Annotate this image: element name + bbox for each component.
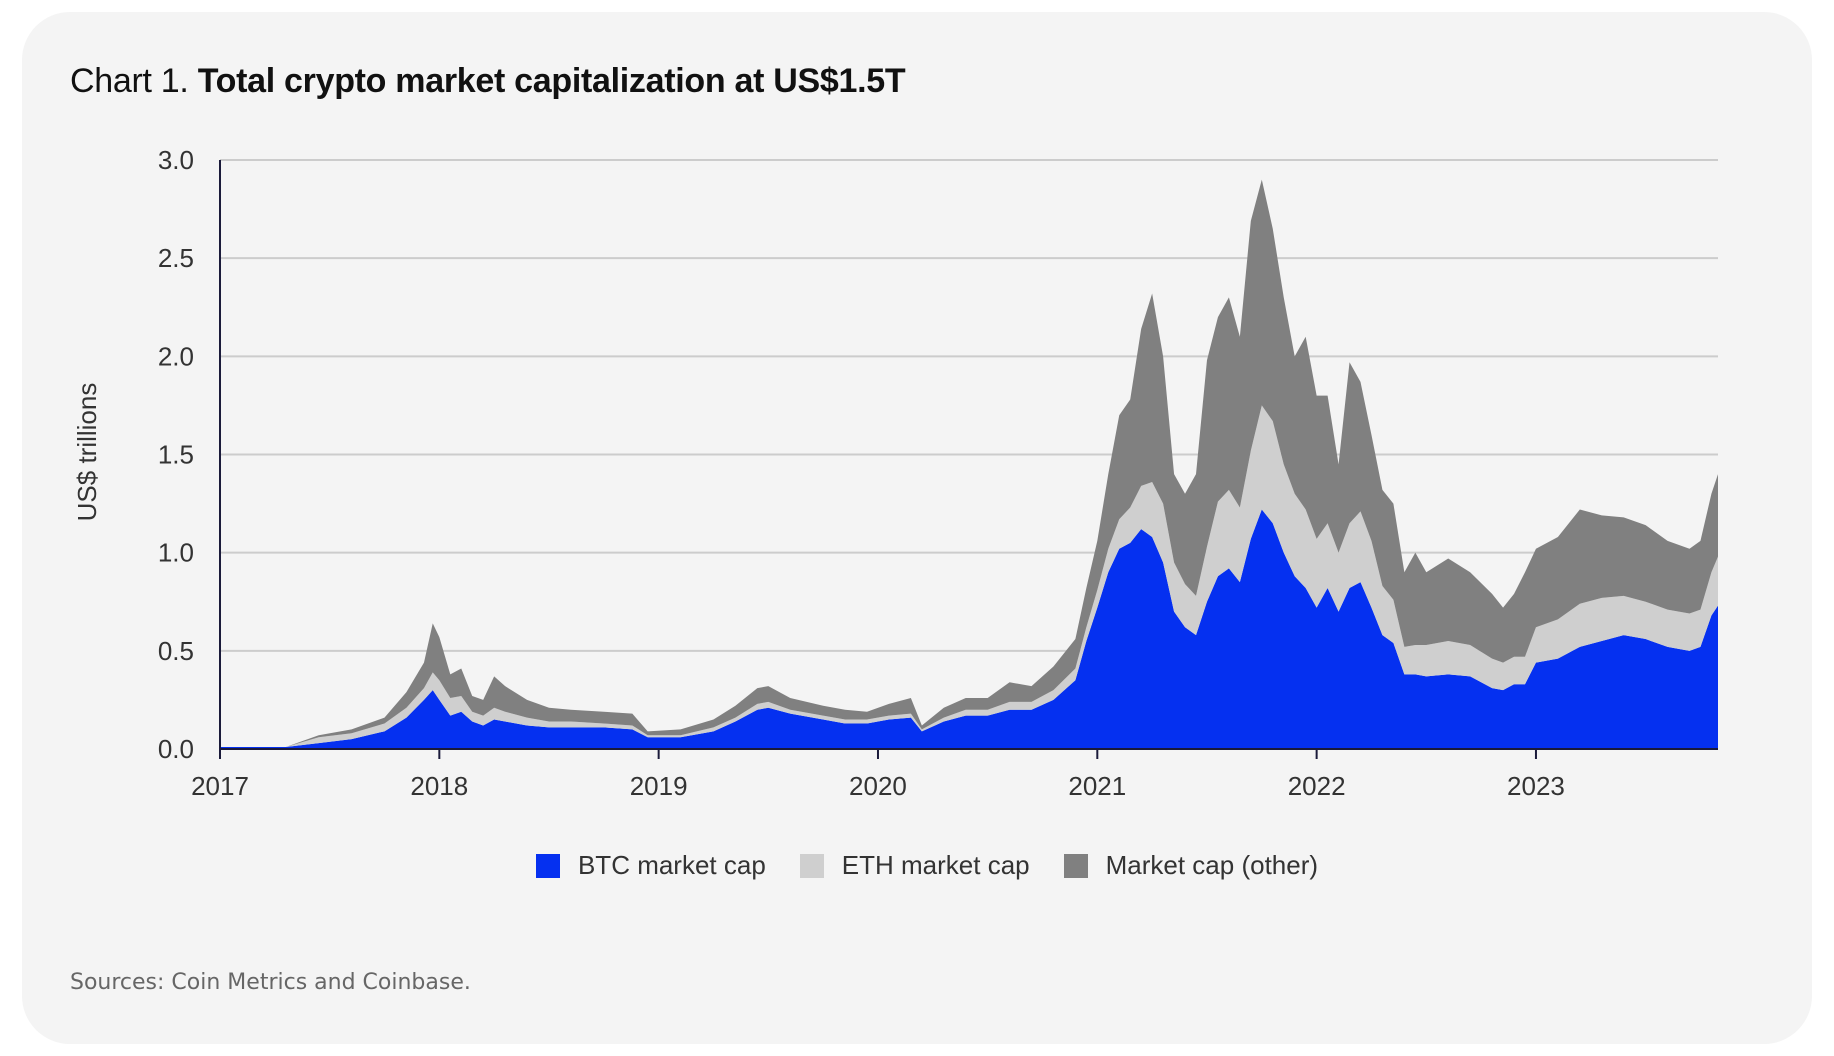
y-tick-label: 1.0 <box>158 538 194 568</box>
y-axis-title: US$ trillions <box>72 383 102 522</box>
y-tick-labels: 0.0 0.5 1.0 1.5 2.0 2.5 3.0 <box>158 145 194 764</box>
legend-item-eth: ETH market cap <box>799 850 1030 881</box>
legend-label-btc: BTC market cap <box>577 850 766 880</box>
x-tick-label: 2021 <box>1068 771 1126 801</box>
chart-title: Chart 1. Total crypto market capitalizat… <box>70 62 906 101</box>
x-tick-label: 2020 <box>849 771 907 801</box>
y-tick-label: 0.0 <box>158 734 194 764</box>
legend-swatch-eth <box>799 853 824 878</box>
y-tick-label: 0.5 <box>158 636 194 666</box>
x-tick-label: 2019 <box>630 771 688 801</box>
legend-item-other: Market cap (other) <box>1063 850 1319 881</box>
chart-legend: BTC market cap ETH market cap Market cap… <box>0 850 1834 881</box>
chart-title-prefix: Chart 1. <box>70 62 189 100</box>
x-tick-label: 2018 <box>410 771 468 801</box>
y-tick-label: 3.0 <box>158 145 194 175</box>
x-tick-label: 2022 <box>1288 771 1346 801</box>
y-tick-label: 2.5 <box>158 243 194 273</box>
x-tick-labels: 2017 2018 2019 2020 2021 2022 2023 <box>191 771 1565 801</box>
axes <box>219 160 1718 759</box>
stacked-areas <box>220 179 1718 749</box>
crypto-market-cap-chart: 0.00.51.01.52.02.53.0 2017 2018 2019 2020 20… <box>72 145 1718 801</box>
y-tick-label: 1.5 <box>158 440 194 470</box>
chart-title-main: Total crypto market capitalization at US… <box>197 62 906 100</box>
legend-swatch-other <box>1063 853 1088 878</box>
chart-card <box>22 12 1812 1044</box>
x-tick-label: 2023 <box>1507 771 1565 801</box>
gridlines <box>220 159 1718 652</box>
legend-label-eth: ETH market cap <box>841 850 1030 880</box>
source-note: Sources: Coin Metrics and Coinbase. <box>70 970 471 995</box>
legend-label-other: Market cap (other) <box>1105 850 1319 880</box>
y-tick-label: 2.0 <box>158 341 194 371</box>
legend-swatch-btc <box>535 853 560 878</box>
x-tick-label: 2017 <box>191 771 249 801</box>
legend-item-btc: BTC market cap <box>535 850 766 881</box>
btc-area <box>220 509 1718 749</box>
